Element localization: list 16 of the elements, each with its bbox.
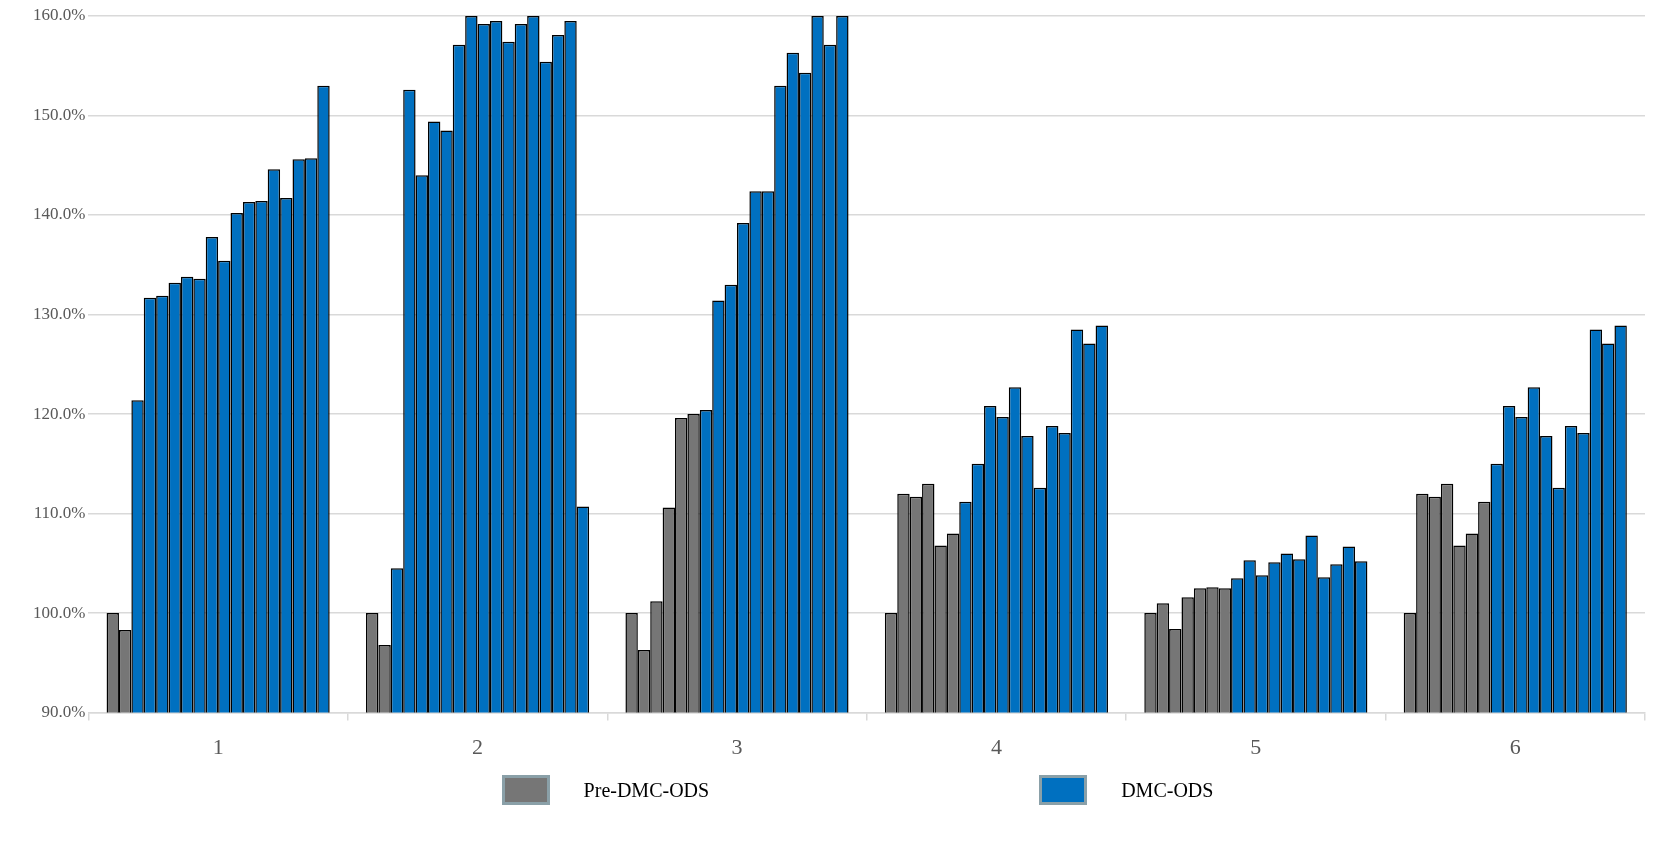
y-tick-label: 150.0% [32, 104, 86, 124]
y-tick-label: 110.0% [33, 503, 86, 523]
y-tick-label: 140.0% [32, 204, 86, 224]
y-tick-label: 100.0% [32, 602, 86, 622]
legend-label: Pre-DMC-ODS [583, 778, 710, 802]
y-tick-label: 160.0% [32, 5, 86, 25]
y-tick-label: 120.0% [32, 403, 86, 423]
x-tick-label: 1 [212, 733, 224, 759]
y-tick-label: 130.0% [32, 304, 86, 324]
x-tick-label: 4 [990, 733, 1002, 759]
x-tick-label: 5 [1250, 733, 1262, 759]
x-tick-label: 6 [1509, 733, 1521, 759]
x-tick-label: 2 [472, 733, 484, 759]
x-tick-label: 3 [731, 733, 743, 759]
legend-label: DMC-ODS [1121, 778, 1214, 802]
y-tick-label: 90.0% [41, 702, 86, 722]
